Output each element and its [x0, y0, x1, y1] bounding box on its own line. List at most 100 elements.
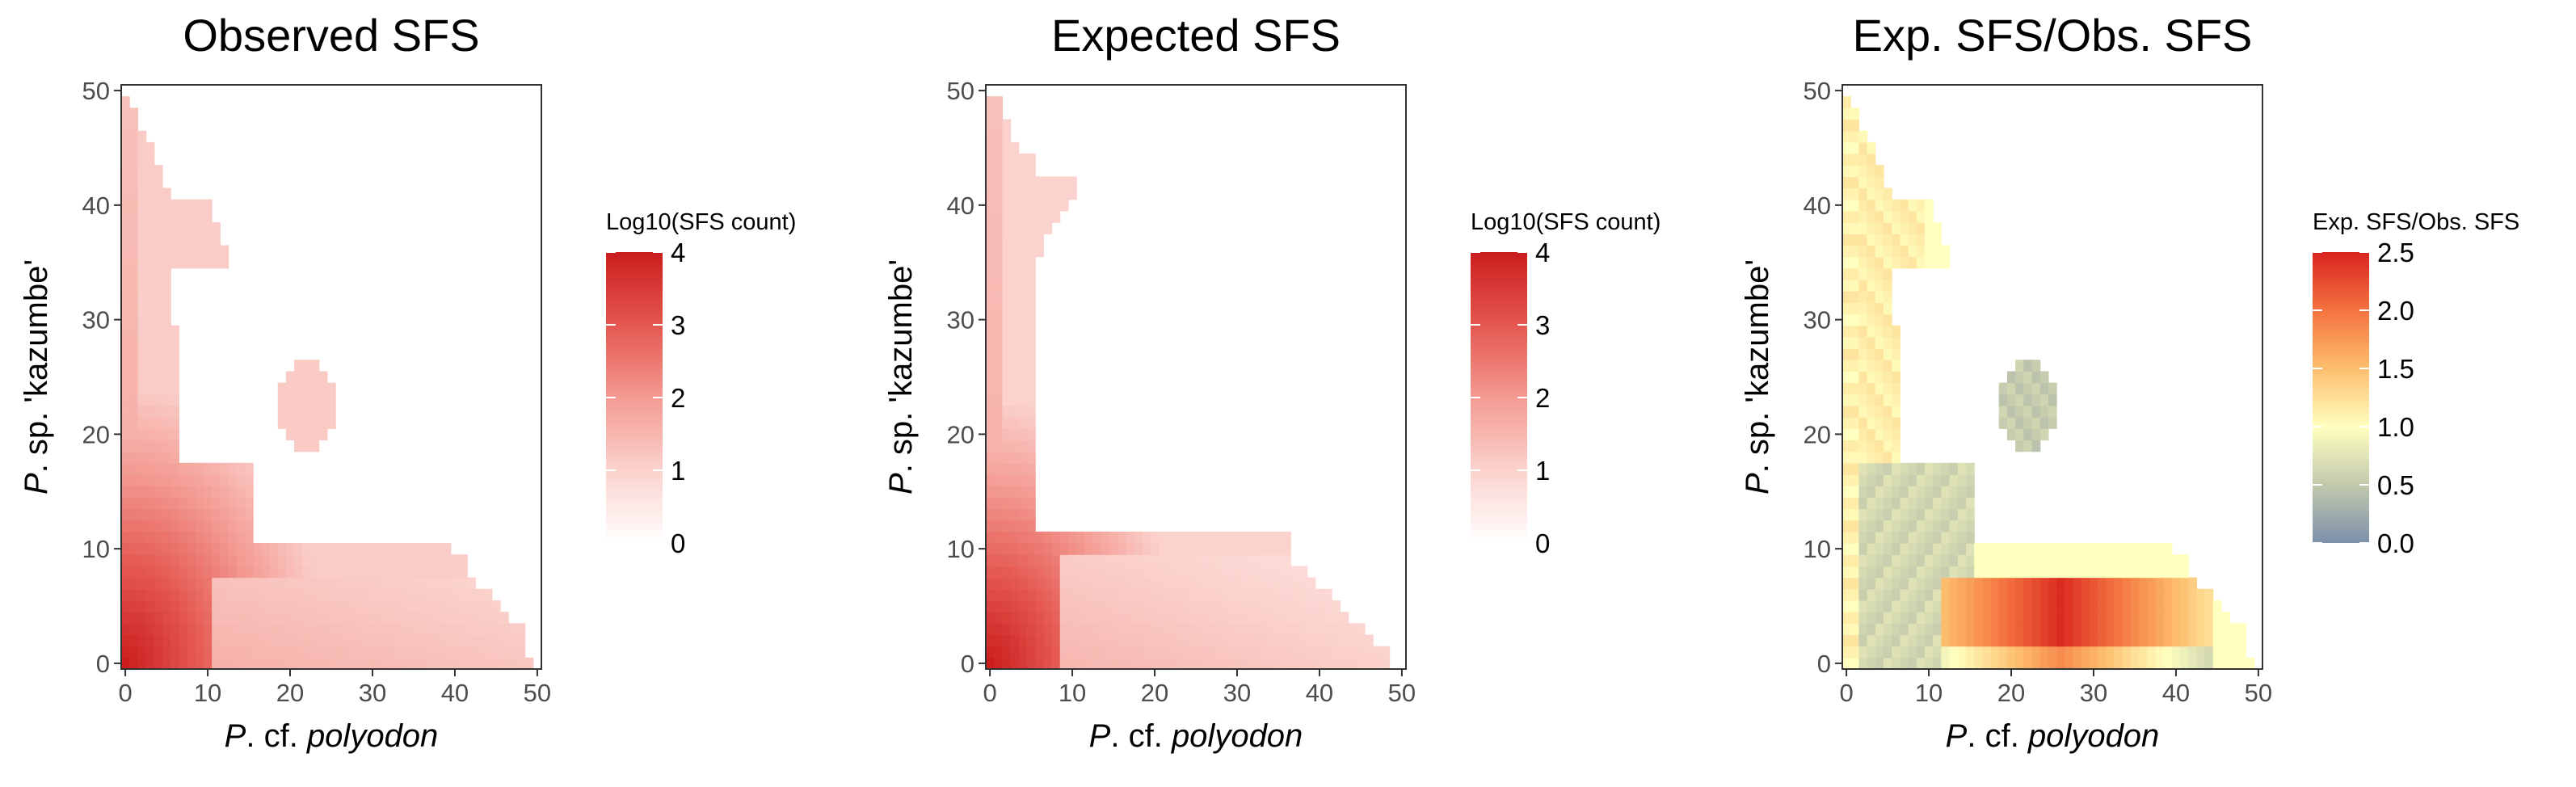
heatmap-cell [401, 634, 410, 647]
heatmap-cell [1051, 554, 1061, 567]
heatmap-cell [162, 486, 171, 498]
heatmap-cell [2031, 440, 2041, 452]
heatmap-cell [994, 405, 1003, 418]
heatmap-cell [137, 451, 147, 464]
legend-tick-label: 0.0 [2377, 528, 2414, 558]
heatmap-cell [212, 245, 221, 258]
heatmap-cell [1850, 176, 1859, 189]
heatmap-cell [1191, 531, 1201, 544]
heatmap-cell [1900, 210, 1909, 223]
heatmap-cell [212, 566, 221, 579]
heatmap-cell [360, 566, 369, 579]
heatmap-cell [1010, 267, 1020, 280]
heatmap-cell [1051, 634, 1061, 647]
heatmap-cell [294, 577, 303, 590]
heatmap-cell [1092, 634, 1102, 647]
legend-tick-label: 1.0 [2377, 412, 2414, 442]
heatmap-cell [228, 634, 238, 647]
heatmap-cell [1018, 314, 1028, 326]
heatmap-cell [1191, 554, 1201, 567]
heatmap-cell [1232, 612, 1242, 624]
heatmap-cell [1965, 508, 1975, 521]
heatmap-cell [1002, 405, 1012, 418]
heatmap-cell [285, 646, 295, 659]
heatmap-cell [1018, 634, 1028, 647]
heatmap-cell [1883, 382, 1892, 395]
heatmap-cell [261, 554, 271, 567]
heatmap-cell [1949, 474, 1959, 486]
heatmap-cell [500, 646, 509, 659]
heatmap-cell [302, 588, 312, 601]
heatmap-cell [1850, 382, 1859, 395]
heatmap-cell [467, 646, 477, 659]
heatmap-cell [1026, 256, 1036, 269]
heatmap-cell [1900, 623, 1909, 636]
heatmap-cell [1067, 577, 1077, 590]
heatmap-cell [1998, 405, 2008, 418]
heatmap-cell [994, 256, 1003, 269]
heatmap-cell [1900, 462, 1909, 475]
heatmap-cell [1340, 657, 1349, 670]
heatmap-cell [2089, 600, 2098, 612]
heatmap-cell [2081, 657, 2090, 670]
heatmap-cell [1858, 187, 1868, 200]
heatmap-cell [1307, 623, 1316, 636]
heatmap-cell [1883, 623, 1892, 636]
heatmap-cell [994, 577, 1003, 590]
heatmap-cell [203, 210, 213, 223]
heatmap-cell [1858, 371, 1868, 384]
legend-tick-label: 0.5 [2377, 470, 2414, 500]
heatmap-cell [2015, 440, 2024, 452]
heatmap-cell [1035, 543, 1044, 555]
heatmap-cell [1249, 577, 1259, 590]
heatmap-cell [228, 462, 238, 475]
heatmap-cell [129, 451, 138, 464]
heatmap-cell [1850, 451, 1859, 464]
heatmap-cell [154, 165, 163, 178]
heatmap-cell [179, 612, 188, 624]
heatmap-cell [244, 623, 254, 636]
heatmap-cell [2114, 554, 2124, 567]
heatmap-cell [377, 566, 385, 579]
heatmap-cell [310, 612, 320, 624]
heatmap-cell [187, 210, 196, 223]
heatmap-cell [137, 474, 147, 486]
heatmap-cell [2196, 600, 2206, 612]
heatmap-cell [145, 154, 155, 166]
heatmap-cell [1974, 600, 1983, 612]
heatmap-cell [1900, 256, 1909, 269]
heatmap-cell [1850, 141, 1859, 154]
heatmap-cell [1916, 600, 1926, 612]
heatmap-cell [1858, 176, 1868, 189]
heatmap-cell [1134, 623, 1143, 636]
heatmap-cell [1191, 588, 1201, 601]
heatmap-cell [409, 623, 419, 636]
heatmap-cell [162, 474, 171, 486]
heatmap-cell [154, 486, 163, 498]
heatmap-cell [154, 302, 163, 315]
heatmap-cell [1159, 623, 1168, 636]
heatmap-cell [145, 280, 155, 292]
heatmap-cell [2048, 612, 2057, 624]
heatmap-cell [2180, 612, 2189, 624]
heatmap-cell [1892, 577, 1900, 590]
heatmap-cell [1348, 623, 1357, 636]
heatmap-cell [377, 554, 385, 567]
heatmap-cell [121, 646, 130, 659]
heatmap-cell [310, 646, 320, 659]
heatmap-cell [1982, 623, 1992, 636]
heatmap-cell [1858, 154, 1868, 166]
heatmap-cell [2081, 646, 2090, 659]
heatmap-cell [1018, 462, 1028, 475]
heatmap-cell [986, 451, 995, 464]
heatmap-cell [986, 394, 995, 406]
heatmap-cell [1183, 623, 1193, 636]
heatmap-cell [1224, 646, 1234, 659]
heatmap-cell [1850, 428, 1859, 441]
heatmap-cell [187, 256, 196, 269]
heatmap-cell [1332, 634, 1341, 647]
heatmap-cell [1018, 187, 1028, 200]
heatmap-cell [1026, 210, 1036, 223]
heatmap-cell [986, 267, 995, 280]
